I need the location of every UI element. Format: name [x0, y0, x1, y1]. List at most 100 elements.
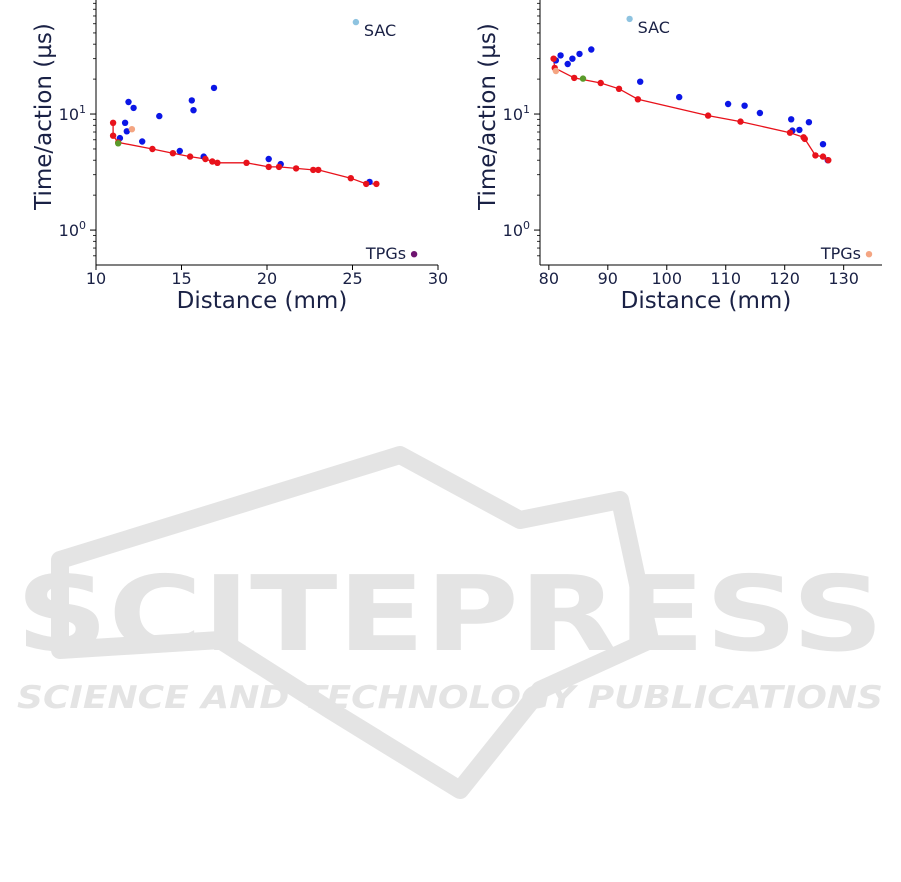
- data-point: [569, 55, 576, 62]
- data-point: [130, 104, 137, 112]
- watermark-logo-shape: [51, 446, 659, 799]
- data-point: [626, 15, 633, 23]
- x-tick-label: 130: [828, 269, 859, 288]
- watermark-title: SCITEPRESS: [16, 553, 884, 675]
- data-point: [169, 150, 177, 157]
- data-point: [564, 60, 571, 68]
- x-tick-label: 80: [539, 269, 559, 288]
- scitepress-watermark: SCITEPRESS SCIENCE AND TECHNOLOGY PUBLIC…: [16, 446, 884, 799]
- series-label-tpgs: TPGs: [820, 244, 861, 263]
- x-axis-label: Distance (mm): [621, 288, 792, 314]
- x-tick-label: 10: [86, 269, 106, 288]
- y-tick-base: 10: [59, 105, 79, 124]
- x-tick-label: 120: [769, 269, 800, 288]
- data-point: [812, 152, 819, 159]
- data-point: [634, 96, 642, 103]
- data-point: [579, 75, 587, 82]
- y-axis-label: Time/action (µs): [475, 23, 501, 211]
- data-point: [373, 180, 380, 188]
- data-point: [188, 97, 195, 104]
- y-tick-exponent: 1: [79, 103, 86, 116]
- data-point: [704, 112, 712, 119]
- data-point: [825, 157, 832, 164]
- data-point: [756, 109, 764, 117]
- data-point: [637, 78, 644, 85]
- data-point: [737, 118, 744, 125]
- data-point: [410, 251, 418, 258]
- y-tick-exponent: 0: [79, 219, 86, 232]
- x-axis-label: Distance (mm): [177, 288, 348, 314]
- data-point: [801, 135, 808, 143]
- data-point: [176, 147, 183, 155]
- y-tick-base: 10: [503, 221, 523, 240]
- data-point: [202, 155, 209, 163]
- data-point: [125, 98, 132, 106]
- y-tick-base: 10: [503, 105, 523, 124]
- data-point: [109, 119, 117, 127]
- data-point: [210, 84, 218, 92]
- data-point: [865, 251, 873, 258]
- data-point: [315, 166, 322, 174]
- data-point: [156, 112, 163, 120]
- data-point: [550, 55, 557, 62]
- data-point: [275, 163, 283, 171]
- data-point: [819, 141, 827, 148]
- series-label-tpgs: TPGs: [365, 244, 406, 263]
- x-tick-label: 30: [428, 269, 448, 288]
- data-point: [214, 159, 221, 166]
- data-point: [209, 158, 216, 165]
- data-point: [819, 153, 827, 160]
- x-tick-label: 100: [652, 269, 683, 288]
- data-point: [186, 153, 194, 160]
- data-point: [243, 159, 250, 166]
- data-point: [796, 126, 803, 134]
- data-point: [128, 126, 136, 133]
- y-axis-label: Time/action (µs): [31, 23, 57, 211]
- data-point: [292, 165, 300, 172]
- data-point: [149, 145, 156, 153]
- series-label-sac: SAC: [364, 21, 396, 40]
- data-point: [363, 180, 370, 188]
- data-point: [805, 119, 813, 126]
- y-tick-label: 101: [503, 103, 530, 124]
- x-tick-label: 90: [598, 269, 618, 288]
- data-point: [310, 166, 317, 174]
- data-point: [557, 52, 564, 59]
- data-point: [121, 119, 129, 127]
- data-point: [115, 140, 122, 147]
- data-point: [724, 100, 732, 108]
- y-tick-label: 100: [59, 219, 86, 240]
- data-point: [741, 102, 748, 109]
- data-point: [139, 138, 146, 145]
- data-point: [615, 85, 623, 93]
- x-tick-label: 110: [710, 269, 741, 288]
- data-point: [552, 67, 560, 75]
- y-tick-label: 101: [59, 103, 86, 124]
- x-tick-label: 20: [257, 269, 277, 288]
- y-tick-exponent: 0: [523, 219, 530, 232]
- x-tick-label: 15: [171, 269, 191, 288]
- pareto-frontier-line: [112, 122, 377, 185]
- data-point: [576, 50, 583, 58]
- y-tick-label: 100: [503, 219, 530, 240]
- data-point: [190, 107, 197, 114]
- data-point: [123, 128, 130, 135]
- data-point: [109, 132, 117, 139]
- y-tick-exponent: 1: [523, 103, 530, 116]
- data-point: [676, 93, 683, 101]
- data-point: [347, 175, 354, 182]
- watermark-subtitle: SCIENCE AND TECHNOLOGY PUBLICATIONS: [17, 680, 883, 716]
- data-point: [265, 163, 272, 171]
- data-point: [265, 155, 272, 163]
- data-point: [352, 18, 360, 26]
- y-tick-base: 10: [59, 221, 79, 240]
- data-point: [788, 116, 795, 123]
- series-label-sac: SAC: [638, 18, 670, 37]
- data-point: [588, 46, 595, 53]
- data-point: [786, 129, 794, 136]
- pareto-frontier-line: [552, 58, 829, 161]
- data-point: [597, 79, 604, 87]
